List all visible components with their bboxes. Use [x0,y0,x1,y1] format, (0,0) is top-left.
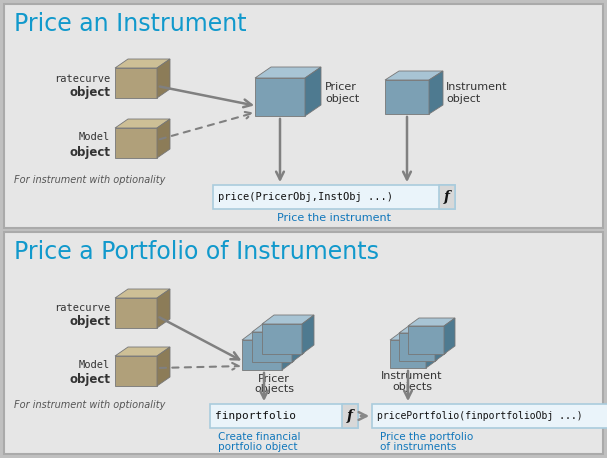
Polygon shape [115,128,157,158]
Text: Pricer: Pricer [325,82,357,92]
Text: Pricer: Pricer [258,374,290,384]
Polygon shape [262,324,302,354]
Polygon shape [157,119,170,158]
Text: Price an Instrument: Price an Instrument [14,12,246,36]
Polygon shape [385,71,443,80]
Polygon shape [242,331,294,340]
FancyBboxPatch shape [4,4,603,228]
Text: object: object [446,94,480,104]
Text: Model: Model [79,132,110,142]
Polygon shape [252,332,292,362]
Polygon shape [390,332,437,340]
Text: object: object [69,86,110,99]
FancyBboxPatch shape [213,185,455,209]
Text: Instrument: Instrument [381,371,443,381]
Text: Create financial: Create financial [218,432,300,442]
Text: portfolio object: portfolio object [218,442,297,452]
Polygon shape [390,340,426,368]
Text: price(PricerObj,InstObj ...): price(PricerObj,InstObj ...) [218,192,393,202]
Polygon shape [429,71,443,114]
Text: Price the portfolio: Price the portfolio [380,432,473,442]
Polygon shape [157,289,170,328]
Text: ratecurve: ratecurve [54,303,110,313]
Polygon shape [399,325,446,333]
Polygon shape [444,318,455,354]
FancyBboxPatch shape [439,185,455,209]
Polygon shape [157,59,170,98]
Polygon shape [115,119,170,128]
Text: Model: Model [79,360,110,370]
Text: ratecurve: ratecurve [54,74,110,84]
Text: object: object [69,146,110,159]
Polygon shape [408,326,444,354]
Polygon shape [115,289,170,298]
Polygon shape [115,356,157,386]
Text: f: f [444,190,450,204]
FancyBboxPatch shape [372,404,607,428]
Text: Instrument: Instrument [446,82,507,92]
Polygon shape [302,315,314,354]
Polygon shape [262,315,314,324]
Polygon shape [426,332,437,368]
Polygon shape [385,80,429,114]
Text: of instruments: of instruments [380,442,456,452]
FancyBboxPatch shape [4,232,603,454]
Text: f: f [347,409,353,423]
Polygon shape [435,325,446,361]
Polygon shape [255,67,321,78]
Polygon shape [157,347,170,386]
Text: For instrument with optionality: For instrument with optionality [14,400,165,410]
Text: Price the instrument: Price the instrument [277,213,391,223]
Text: pricePortfolio(finportfolioObj ...): pricePortfolio(finportfolioObj ...) [377,411,583,421]
Text: object: object [69,315,110,328]
Polygon shape [115,68,157,98]
Polygon shape [115,298,157,328]
Polygon shape [255,78,305,116]
Polygon shape [305,67,321,116]
Text: object: object [69,373,110,386]
Text: objects: objects [254,384,294,394]
Polygon shape [408,318,455,326]
FancyBboxPatch shape [342,404,358,428]
Polygon shape [115,347,170,356]
Text: Price a Portfolio of Instruments: Price a Portfolio of Instruments [14,240,379,264]
Text: object: object [325,94,359,104]
Text: For instrument with optionality: For instrument with optionality [14,175,165,185]
FancyBboxPatch shape [210,404,358,428]
Polygon shape [282,331,294,370]
Polygon shape [252,323,304,332]
Polygon shape [115,59,170,68]
Polygon shape [399,333,435,361]
Polygon shape [292,323,304,362]
Text: objects: objects [392,382,432,392]
Text: finportfolio: finportfolio [215,411,296,421]
Polygon shape [242,340,282,370]
